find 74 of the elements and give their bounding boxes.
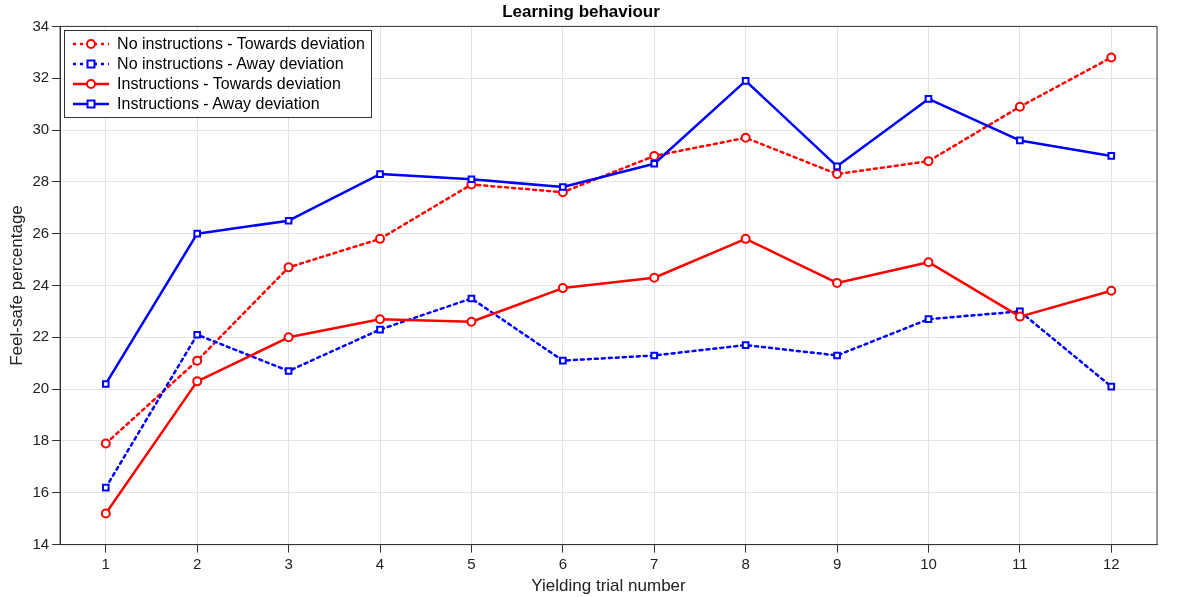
x-tick-label: 6: [558, 554, 568, 572]
y-tick-label: 20: [32, 379, 50, 397]
point: [559, 356, 567, 365]
y-axis-title: Feel-safe percentage: [6, 205, 26, 366]
y-tick-label: 18: [32, 431, 50, 449]
point: [1106, 52, 1117, 63]
point: [650, 351, 659, 360]
point: [832, 277, 843, 288]
point: [100, 508, 111, 519]
point: [375, 233, 386, 244]
y-tick-label: 16: [32, 482, 50, 500]
point: [100, 438, 111, 449]
legend-label: Instructions - Towards deviation: [117, 74, 341, 95]
x-tick-label: 12: [1102, 554, 1120, 572]
point: [192, 376, 203, 387]
point: [193, 229, 202, 238]
x-tick-label: 3: [284, 554, 293, 572]
point: [924, 95, 933, 103]
point: [557, 283, 568, 294]
x-tick-label: 9: [832, 554, 842, 572]
y-tick-label: 26: [32, 223, 50, 241]
point: [1106, 285, 1117, 296]
point: [101, 380, 110, 388]
y-tick-label: 30: [32, 120, 50, 138]
point: [284, 216, 293, 225]
point: [467, 175, 476, 184]
point: [741, 76, 750, 85]
legend-label: No instructions - Away deviation: [117, 54, 344, 75]
point: [833, 162, 841, 171]
point: [376, 170, 384, 178]
point: [650, 159, 659, 168]
legend-label: Instructions - Away deviation: [117, 94, 320, 115]
x-tick-label: 11: [1012, 554, 1028, 572]
point: [1107, 382, 1116, 391]
y-tick-label: 32: [32, 68, 50, 86]
point: [1014, 311, 1025, 322]
point: [923, 156, 934, 167]
x-tick-label: 1: [101, 554, 110, 572]
x-axis-title: Yielding trial number: [531, 576, 687, 596]
point: [740, 233, 751, 244]
point: [832, 169, 843, 180]
point: [466, 316, 477, 327]
point: [649, 272, 660, 283]
x-tick-label: 8: [741, 554, 750, 572]
point: [740, 132, 751, 143]
point: [1016, 136, 1024, 145]
point: [283, 262, 294, 273]
point: [283, 332, 294, 343]
point: [649, 150, 660, 161]
point: [375, 314, 386, 325]
point: [1107, 152, 1116, 160]
point: [376, 325, 384, 334]
y-tick-label: 28: [32, 172, 50, 189]
point: [193, 330, 202, 339]
chart-title: Learning behaviour: [502, 1, 661, 21]
point: [924, 315, 933, 324]
y-tick-label: 24: [32, 275, 50, 293]
point: [923, 257, 934, 268]
point: [284, 367, 293, 375]
x-tick-label: 4: [375, 554, 385, 572]
point: [833, 351, 841, 360]
x-tick-label: 7: [650, 554, 659, 572]
x-tick-label: 5: [467, 554, 476, 572]
y-tick-label: 34: [32, 16, 50, 34]
y-tick-label: 22: [32, 327, 50, 345]
x-tick-label: 2: [193, 554, 202, 572]
x-tick-label: 10: [920, 554, 937, 572]
legend-label: No instructions - Towards deviation: [117, 34, 365, 55]
point: [559, 183, 567, 191]
point: [101, 483, 110, 492]
point: [741, 341, 750, 349]
y-tick-label: 14: [32, 534, 50, 552]
point: [192, 355, 203, 366]
point: [1014, 101, 1025, 112]
